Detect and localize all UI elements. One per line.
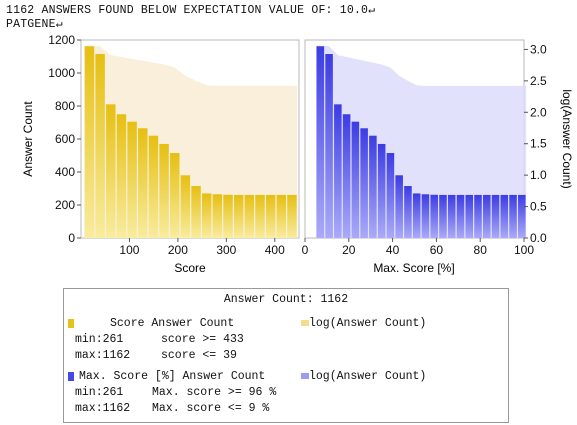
legend-max-score-label: Max. Score [%] Answer Count [79, 370, 266, 383]
score-plot: 100 200 300 400 0 200 400 600 800 1000 1200 [48, 33, 300, 257]
y-axis-label-right: log(Answer Count) [560, 89, 574, 188]
x-tick-label-2-0: 0 [302, 243, 309, 257]
y-tick-label-2-2: 1.0 [530, 168, 547, 182]
log-area-1 [84, 45, 298, 239]
y-tick-label-2-6: 3.0 [530, 42, 547, 56]
bar-1-17 [265, 194, 276, 238]
legend-score-log-label: log(Answer Count) [309, 317, 427, 330]
legend-score-label: Score Answer Count [110, 317, 235, 330]
x-tick-label-2-1: 20 [342, 243, 356, 257]
bar-2-18 [474, 194, 482, 238]
bar-1-4 [127, 121, 137, 238]
bar-1-1 [95, 54, 105, 239]
legend-box: Answer Count: 1162 Score Answer Count lo… [63, 288, 509, 423]
y-tick-label-1-0: 0 [68, 231, 75, 245]
x-tick-label-2-5: 100 [514, 243, 534, 257]
bar-2-12 [421, 194, 430, 238]
y-tick-label-2-5: 2.5 [530, 74, 547, 88]
x-tick-label-1-0: 100 [119, 243, 139, 257]
y-tick-label-1-2: 400 [55, 165, 75, 179]
bar-1-16 [255, 194, 265, 238]
bar-2-9 [395, 175, 403, 238]
bar-1-9 [180, 175, 191, 238]
x-tick-label-1-1: 200 [168, 243, 188, 257]
bar-1-6 [148, 135, 159, 238]
bar-1-13 [223, 194, 233, 238]
bar-2-19 [482, 194, 491, 238]
header-line-2: PATGENE↵ [6, 18, 63, 31]
bar-2-23 [518, 194, 526, 238]
legend-max-score-log-label: log(Answer Count) [309, 370, 427, 383]
y-tick-label-2-0: 0.0 [530, 231, 547, 245]
bar-2-22 [509, 194, 517, 238]
bar-2-16 [456, 194, 465, 238]
bar-2-10 [404, 186, 412, 238]
bar-2-13 [430, 194, 438, 238]
x-tick-label-1-3: 400 [265, 243, 285, 257]
bar-1-8 [170, 153, 180, 238]
legend-score-max: max:1162 [75, 349, 131, 362]
max-score-log-swatch [301, 373, 309, 379]
bar-2-0 [316, 46, 325, 238]
bar-1-10 [191, 186, 201, 238]
legend-score-max-cond: score <= 39 [161, 349, 237, 362]
bar-1-14 [233, 194, 244, 238]
score-log-swatch [301, 320, 309, 326]
legend-max-score-max: max:1162 [75, 402, 131, 415]
bar-2-3 [342, 114, 351, 238]
x-tick-label-2-2: 40 [386, 243, 400, 257]
x-axis-label-max-score: Max. Score [%] [373, 261, 454, 275]
bar-1-19 [287, 194, 297, 238]
bar-2-8 [386, 153, 395, 238]
bar-1-12 [212, 194, 223, 238]
bar-2-4 [351, 121, 360, 238]
y-tick-label-1-5: 1000 [48, 66, 75, 80]
bar-1-15 [244, 194, 255, 238]
x-tick-label-1-2: 300 [216, 243, 236, 257]
legend-max-score-min-cond: Max. score >= 96 % [152, 386, 277, 399]
bar-1-3 [116, 114, 127, 238]
bar-2-2 [334, 104, 342, 238]
legend-max-score-max-cond: Max. score <= 9 % [152, 402, 270, 415]
legend-score-min: min:261 [75, 333, 124, 346]
x-tick-label-2-4: 80 [474, 243, 488, 257]
legend-score-min-cond: score >= 433 [161, 333, 244, 346]
bar-1-11 [201, 193, 212, 238]
y-tick-label-1-3: 600 [55, 132, 75, 146]
bar-1-18 [276, 194, 287, 238]
bar-1-2 [106, 104, 116, 238]
bar-2-20 [491, 194, 500, 238]
bar-1-0 [84, 46, 95, 238]
bar-2-15 [447, 194, 456, 238]
x-axis-label-score: Score [174, 261, 206, 275]
y-tick-label-2-3: 1.5 [530, 137, 547, 151]
log-area-2 [315, 45, 527, 239]
legend-title: Answer Count: 1162 [223, 293, 349, 306]
bar-2-1 [325, 54, 333, 239]
y-tick-label-1-1: 200 [55, 198, 75, 212]
bar-2-21 [500, 194, 509, 238]
y-tick-label-2-4: 2.0 [530, 105, 547, 119]
bar-2-17 [465, 194, 474, 238]
header-line-1: 1162 ANSWERS FOUND BELOW EXPECTATION VAL… [6, 4, 376, 17]
bar-2-6 [369, 135, 377, 238]
bar-1-5 [138, 128, 148, 238]
max-score-swatch [68, 372, 74, 381]
bar-1-7 [159, 143, 169, 238]
y-tick-label-1-6: 1200 [48, 33, 75, 47]
bar-2-7 [377, 143, 386, 238]
max-score-plot: 0 20 40 60 80 1000.0 0.5 1.0 1.5 2.0 2.5 3.0 [302, 39, 547, 257]
y-tick-label-2-1: 0.5 [530, 200, 547, 214]
answer-count-chart: 100 200 300 400 0 200 400 600 800 1000 1200 0 20 40 6… [21, 33, 574, 275]
legend-max-score-min: min:261 [75, 386, 124, 399]
y-axis-label-left: Answer Count [21, 101, 35, 177]
bar-2-14 [439, 194, 447, 238]
score-swatch [68, 319, 74, 328]
bar-2-11 [412, 193, 421, 238]
bar-2-5 [360, 128, 368, 238]
y-tick-label-1-4: 800 [55, 99, 75, 113]
x-tick-label-2-3: 60 [430, 243, 444, 257]
